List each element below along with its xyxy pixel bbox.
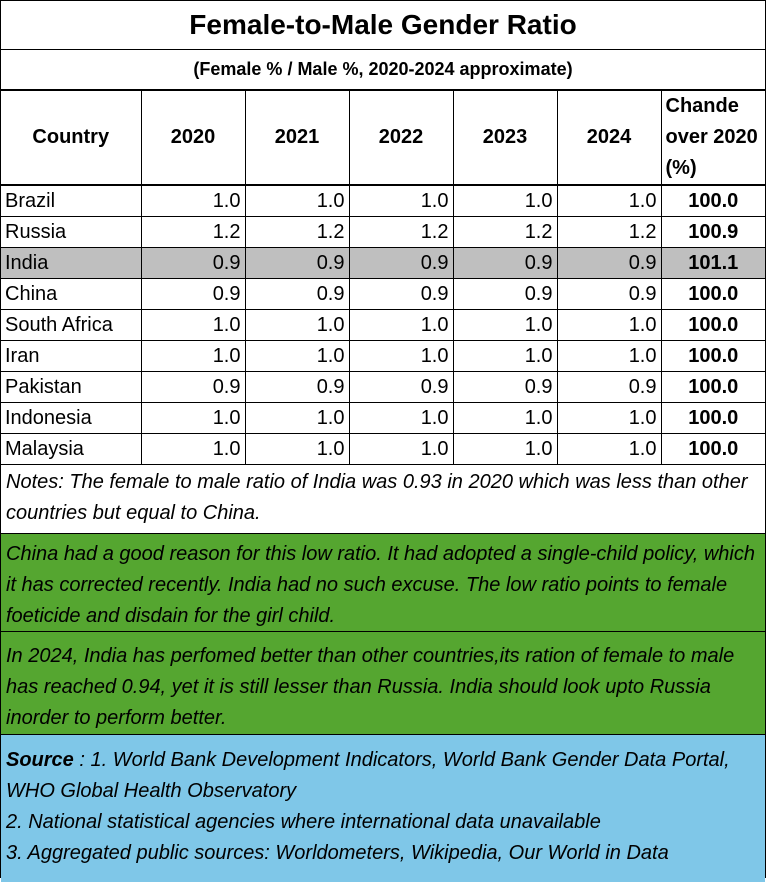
cell-2024: 1.2 [557, 216, 662, 248]
cell-2021: 1.0 [245, 402, 350, 434]
cell-2023: 1.0 [453, 185, 558, 217]
cell-2024: 1.0 [557, 402, 662, 434]
table-row-highlighted: India 0.9 0.9 0.9 0.9 0.9 101.1 [1, 247, 765, 279]
cell-2024: 1.0 [557, 185, 662, 217]
source-line-3: 3. Aggregated public sources: Worldomete… [6, 842, 669, 864]
header-2020: 2020 [141, 91, 246, 186]
cell-2022: 0.9 [349, 278, 454, 310]
cell-2022: 0.9 [349, 247, 454, 279]
cell-2023: 1.0 [453, 402, 558, 434]
cell-2021: 1.0 [245, 433, 350, 465]
cell-change: 100.0 [661, 433, 765, 465]
cell-country: Pakistan [1, 371, 142, 403]
cell-2021: 1.2 [245, 216, 350, 248]
cell-country: Indonesia [1, 402, 142, 434]
cell-2022: 0.9 [349, 371, 454, 403]
cell-2021: 0.9 [245, 247, 350, 279]
header-row: Country 2020 2021 2022 2023 2024 Chande … [1, 91, 765, 186]
cell-2020: 1.0 [141, 402, 246, 434]
cell-change: 100.0 [661, 185, 765, 217]
gender-ratio-table: Country 2020 2021 2022 2023 2024 Chande … [1, 91, 765, 465]
cell-2020: 1.0 [141, 433, 246, 465]
notes-block: Notes: The female to male ratio of India… [1, 465, 765, 534]
cell-2022: 1.0 [349, 185, 454, 217]
sources-block: Source : 1. World Bank Development Indic… [1, 735, 765, 882]
cell-2023: 1.0 [453, 309, 558, 341]
table-subtitle: (Female % / Male %, 2020-2024 approximat… [1, 50, 765, 91]
cell-2022: 1.0 [349, 402, 454, 434]
source-text-1: : 1. World Bank Development Indicators, … [6, 749, 730, 802]
cell-country: Iran [1, 340, 142, 372]
cell-country: Malaysia [1, 433, 142, 465]
header-change: Chande over 2020 (%) [661, 91, 765, 186]
cell-country: Brazil [1, 185, 142, 217]
cell-2024: 1.0 [557, 433, 662, 465]
cell-2020: 1.0 [141, 309, 246, 341]
cell-change: 100.0 [661, 402, 765, 434]
cell-2020: 0.9 [141, 371, 246, 403]
cell-2023: 1.2 [453, 216, 558, 248]
cell-change: 100.0 [661, 371, 765, 403]
cell-2024: 0.9 [557, 247, 662, 279]
india-2024-note-block: In 2024, India has perfomed better than … [1, 632, 765, 735]
table-row: Malaysia 1.0 1.0 1.0 1.0 1.0 100.0 [1, 433, 765, 465]
cell-country: India [1, 247, 142, 279]
source-line-2: 2. National statistical agencies where i… [6, 811, 601, 833]
cell-country: China [1, 278, 142, 310]
cell-2024: 0.9 [557, 278, 662, 310]
cell-country: South Africa [1, 309, 142, 341]
table-row: Pakistan 0.9 0.9 0.9 0.9 0.9 100.0 [1, 371, 765, 403]
header-2022: 2022 [349, 91, 454, 186]
cell-2024: 1.0 [557, 309, 662, 341]
header-2024: 2024 [557, 91, 662, 186]
cell-change: 100.9 [661, 216, 765, 248]
cell-change: 100.0 [661, 278, 765, 310]
cell-2023: 0.9 [453, 371, 558, 403]
cell-2023: 0.9 [453, 278, 558, 310]
table-row: South Africa 1.0 1.0 1.0 1.0 1.0 100.0 [1, 309, 765, 341]
cell-2023: 1.0 [453, 340, 558, 372]
cell-2021: 1.0 [245, 185, 350, 217]
cell-2020: 1.0 [141, 340, 246, 372]
cell-change: 100.0 [661, 340, 765, 372]
cell-2024: 0.9 [557, 371, 662, 403]
cell-change: 100.0 [661, 309, 765, 341]
table-row: Brazil 1.0 1.0 1.0 1.0 1.0 100.0 [1, 185, 765, 217]
source-label: Source [6, 749, 74, 771]
cell-2023: 1.0 [453, 433, 558, 465]
cell-2022: 1.0 [349, 433, 454, 465]
cell-2022: 1.0 [349, 340, 454, 372]
cell-2023: 0.9 [453, 247, 558, 279]
cell-2022: 1.0 [349, 309, 454, 341]
china-note-block: China had a good reason for this low rat… [1, 534, 765, 632]
cell-2020: 1.2 [141, 216, 246, 248]
cell-2022: 1.2 [349, 216, 454, 248]
table-row: Indonesia 1.0 1.0 1.0 1.0 1.0 100.0 [1, 402, 765, 434]
source-line-1: Source : 1. World Bank Development Indic… [6, 745, 760, 807]
cell-2020: 0.9 [141, 278, 246, 310]
cell-2021: 0.9 [245, 371, 350, 403]
table-row: Iran 1.0 1.0 1.0 1.0 1.0 100.0 [1, 340, 765, 372]
header-2023: 2023 [453, 91, 558, 186]
header-2021: 2021 [245, 91, 350, 186]
table-title: Female-to-Male Gender Ratio [1, 1, 765, 50]
cell-2021: 1.0 [245, 340, 350, 372]
cell-country: Russia [1, 216, 142, 248]
cell-2021: 1.0 [245, 309, 350, 341]
table-row: Russia 1.2 1.2 1.2 1.2 1.2 100.9 [1, 216, 765, 248]
cell-2021: 0.9 [245, 278, 350, 310]
cell-change: 101.1 [661, 247, 765, 279]
cell-2020: 1.0 [141, 185, 246, 217]
table-row: China 0.9 0.9 0.9 0.9 0.9 100.0 [1, 278, 765, 310]
cell-2024: 1.0 [557, 340, 662, 372]
cell-2020: 0.9 [141, 247, 246, 279]
header-country: Country [1, 91, 142, 186]
